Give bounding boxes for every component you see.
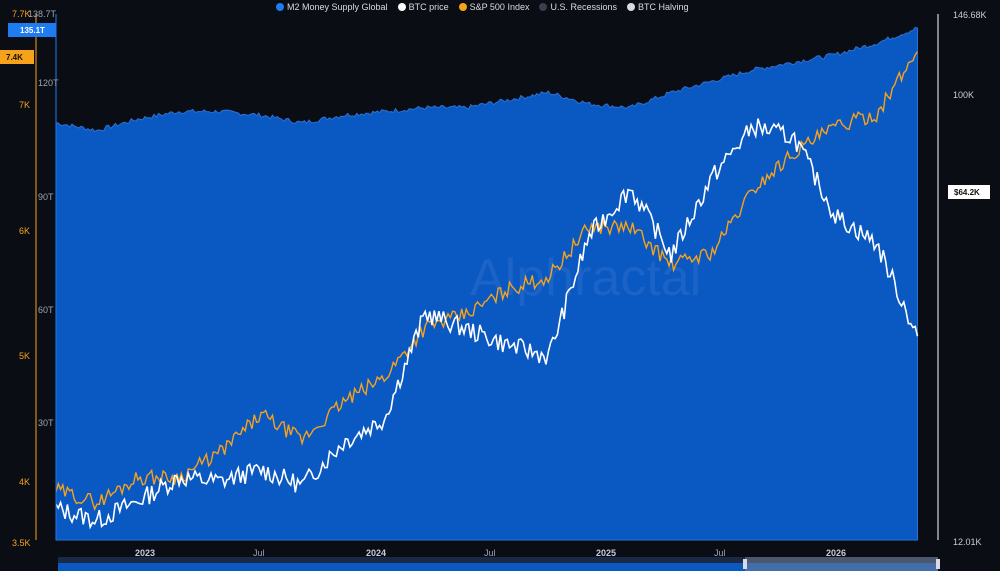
navigator-handle-left[interactable] [743,559,747,569]
m2-tick: 120T [38,78,59,88]
m2-tick: 90T [38,192,54,202]
legend-dot-icon [276,3,284,11]
btc-tick: 146.68K [953,10,987,20]
m2-tick: 138.7T [28,9,57,19]
btc-tick: 12.01K [953,537,982,547]
m2-tick: 60T [38,305,54,315]
legend-item[interactable]: S&P 500 Index [458,2,530,12]
spx-tick: 5K [19,351,30,361]
legend-label: S&P 500 Index [469,2,530,12]
m2-current-label: 135.1T [20,26,45,35]
legend-label: U.S. Recessions [550,2,617,12]
btc-tick: 100K [953,90,974,100]
x-tick: Jul [714,548,726,558]
btc-line [55,118,919,530]
spx-tick: 7.7K [12,9,31,19]
watermark: Alphractal [470,249,701,307]
legend-dot-icon [539,3,548,11]
legend-item[interactable]: M2 Money Supply Global [276,2,388,12]
m2-current-tag [8,23,56,37]
legend-dot-icon [627,3,635,11]
plot-area[interactable]: Alphractal [55,26,919,541]
btc-current-tag [948,185,990,199]
x-tick: 2024 [366,548,386,558]
spx-tick: 6K [19,226,30,236]
x-tick: Jul [484,548,496,558]
x-tick: 2023 [135,548,155,558]
spx-tick: 3.5K [12,538,31,548]
legend: M2 Money Supply Global BTC price S&P 500 I… [276,2,689,12]
m2-area [55,26,918,541]
btc-current-label: $64.2K [954,188,980,197]
x-tick: Jul [253,548,265,558]
spx-current-label: 7.4K [6,53,23,62]
navigator-series [58,563,938,571]
legend-label: BTC price [408,2,449,12]
legend-label: BTC Halving [638,2,689,12]
spx-current-tag [0,50,34,64]
spx-tick: 7K [19,100,30,110]
x-tick: 2025 [596,548,616,558]
x-tick: 2026 [826,548,846,558]
spx-line [55,51,919,512]
navigator-handle-right[interactable] [936,559,940,569]
legend-label: M2 Money Supply Global [287,2,388,12]
spx-tick: 4K [19,477,30,487]
legend-dot-icon [458,3,467,11]
legend-item[interactable]: U.S. Recessions [539,2,617,12]
m2-tick: 30T [38,418,54,428]
legend-dot-icon [397,3,406,11]
legend-item[interactable]: BTC price [397,2,449,12]
legend-item[interactable]: BTC Halving [627,2,689,12]
navigator-selection[interactable] [745,557,938,571]
